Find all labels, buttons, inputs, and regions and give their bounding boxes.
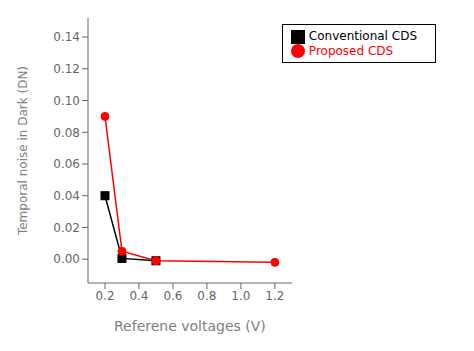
html-text:Conventional CDS: Conventional CDS xyxy=(308,29,417,43)
svg-text:1.2: 1.2 xyxy=(265,289,284,303)
svg-text:0.2: 0.2 xyxy=(95,289,114,303)
svg-text:Temporal noise in Dark (DN): Temporal noise in Dark (DN) xyxy=(16,66,30,236)
svg-text:0.12: 0.12 xyxy=(53,62,80,76)
svg-text:0.10: 0.10 xyxy=(53,94,80,108)
svg-text:0.06: 0.06 xyxy=(53,157,80,171)
svg-text:Referene voltages (V): Referene voltages (V) xyxy=(114,318,266,334)
svg-text:0.02: 0.02 xyxy=(53,221,80,235)
svg-text:1.0: 1.0 xyxy=(231,289,250,303)
svg-text:0.00: 0.00 xyxy=(53,252,80,266)
svg-text:0.04: 0.04 xyxy=(53,189,80,203)
svg-text:0.4: 0.4 xyxy=(129,289,148,303)
html-text:Proposed CDS: Proposed CDS xyxy=(308,43,394,58)
svg-text:0.8: 0.8 xyxy=(197,289,216,303)
svg-text:0.08: 0.08 xyxy=(53,126,80,140)
svg-text:0.6: 0.6 xyxy=(163,289,182,303)
svg-text:0.14: 0.14 xyxy=(53,30,80,44)
